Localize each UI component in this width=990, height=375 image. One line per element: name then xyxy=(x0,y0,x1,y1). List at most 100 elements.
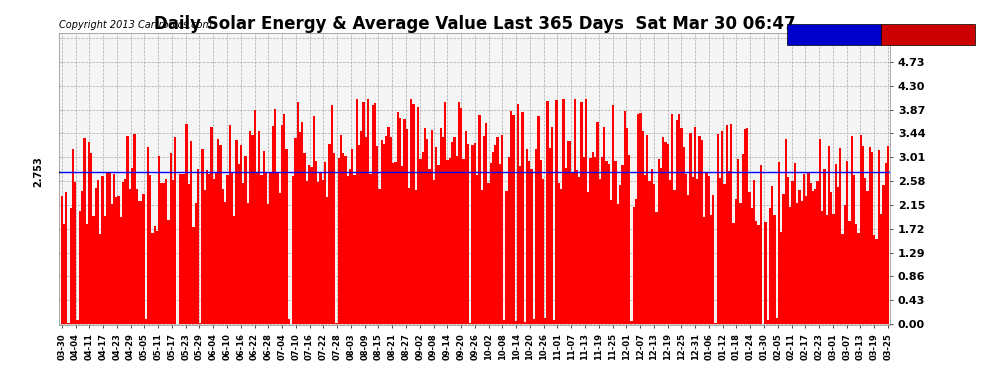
Bar xyxy=(115,197,118,324)
Bar xyxy=(183,174,185,324)
Bar xyxy=(255,173,258,324)
Bar xyxy=(842,234,843,324)
Bar xyxy=(882,185,884,324)
Bar xyxy=(118,196,120,324)
Bar xyxy=(705,172,708,324)
Bar xyxy=(145,319,147,324)
Bar xyxy=(698,136,701,324)
Bar xyxy=(878,150,880,324)
Bar xyxy=(631,321,633,324)
Bar xyxy=(474,144,476,324)
Bar xyxy=(540,160,542,324)
Bar xyxy=(692,177,694,324)
Bar xyxy=(605,161,608,324)
Bar xyxy=(422,152,424,324)
Bar xyxy=(431,129,433,324)
Bar xyxy=(138,201,140,324)
Bar xyxy=(578,177,580,324)
Bar xyxy=(857,232,859,324)
Bar xyxy=(301,122,304,324)
Bar xyxy=(338,158,340,324)
Bar xyxy=(501,135,503,324)
Bar xyxy=(469,323,471,324)
Bar xyxy=(519,166,522,324)
Bar xyxy=(322,180,324,324)
Bar xyxy=(258,131,260,324)
Bar xyxy=(317,182,320,324)
Bar xyxy=(181,174,183,324)
Bar xyxy=(408,188,410,324)
Bar xyxy=(92,216,95,324)
Bar xyxy=(708,176,710,324)
Bar xyxy=(859,135,862,324)
Bar xyxy=(397,112,399,324)
Bar xyxy=(460,108,462,324)
Bar xyxy=(220,145,222,324)
Bar xyxy=(455,156,457,324)
Bar xyxy=(573,99,576,324)
Bar xyxy=(780,232,782,324)
Bar xyxy=(464,131,467,324)
Bar xyxy=(336,322,338,324)
Text: Copyright 2013 Cartronics.com: Copyright 2013 Cartronics.com xyxy=(59,20,213,30)
Bar xyxy=(201,149,204,324)
Bar xyxy=(866,191,868,324)
Bar xyxy=(313,116,315,324)
Bar xyxy=(633,207,635,324)
Bar xyxy=(160,183,162,324)
Bar xyxy=(740,203,742,324)
Bar xyxy=(522,112,524,324)
Bar xyxy=(269,174,271,324)
Bar xyxy=(417,107,419,324)
Bar xyxy=(646,135,648,324)
Bar xyxy=(669,180,671,324)
Bar xyxy=(612,105,615,324)
Bar xyxy=(283,114,285,324)
Bar xyxy=(188,184,190,324)
Bar xyxy=(569,141,571,324)
Bar xyxy=(835,164,837,324)
Bar xyxy=(680,128,682,324)
Bar xyxy=(120,217,122,324)
Bar xyxy=(213,179,215,324)
Bar xyxy=(833,214,835,324)
Bar xyxy=(546,101,548,324)
Bar xyxy=(369,174,371,324)
Bar xyxy=(308,165,310,324)
Bar xyxy=(360,131,362,324)
Bar xyxy=(471,145,474,324)
Bar xyxy=(367,99,369,324)
Bar xyxy=(724,184,726,324)
Bar xyxy=(733,223,735,324)
Bar xyxy=(544,318,546,324)
Bar xyxy=(211,127,213,324)
Bar xyxy=(819,138,821,324)
Bar xyxy=(476,175,478,324)
Bar xyxy=(383,144,385,324)
Bar xyxy=(324,162,326,324)
Bar xyxy=(548,148,550,324)
Bar xyxy=(755,221,757,324)
Bar xyxy=(717,134,719,324)
Bar xyxy=(801,201,803,324)
Bar xyxy=(715,323,717,324)
Bar xyxy=(236,141,238,324)
Bar xyxy=(169,153,172,324)
Bar xyxy=(764,222,766,324)
Bar xyxy=(653,183,655,324)
Bar xyxy=(846,161,848,324)
Bar xyxy=(503,320,506,324)
Bar xyxy=(655,212,657,324)
Bar xyxy=(862,146,864,324)
Bar xyxy=(508,157,510,324)
Bar xyxy=(735,198,737,324)
Bar xyxy=(769,208,771,324)
Bar xyxy=(253,110,255,324)
Bar xyxy=(149,174,151,324)
Bar xyxy=(553,320,555,324)
Bar xyxy=(233,216,236,324)
Bar xyxy=(399,118,401,324)
Bar xyxy=(560,189,562,324)
Bar xyxy=(587,192,589,324)
Bar xyxy=(490,163,492,324)
